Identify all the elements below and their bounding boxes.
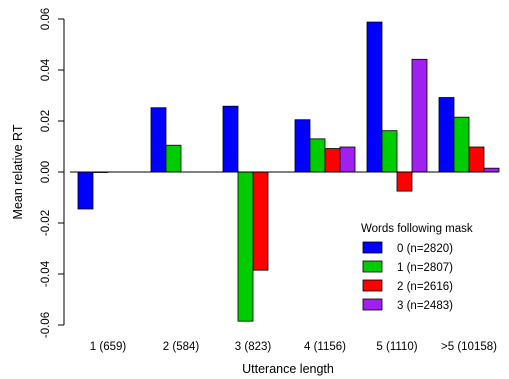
bar: [165, 144, 182, 173]
bar: [483, 167, 500, 173]
y-tick-label: 0.02: [40, 110, 52, 132]
x-axis-tick-labels: 1 (659) 2 (584) 3 (823) 4 (1156) 5 (1110) >5 …: [90, 341, 497, 353]
x-tick-label: 4 (1156): [304, 341, 346, 353]
legend-swatch: [362, 241, 383, 254]
bar: [309, 138, 326, 173]
y-tick-label: 0.00: [40, 161, 52, 183]
y-tick-label: -0.02: [40, 210, 52, 236]
x-tick-label: 1 (659): [90, 341, 127, 353]
bar: [77, 171, 94, 210]
y-axis-title: Mean relative RT: [11, 124, 25, 219]
bar: [381, 130, 398, 173]
legend-swatch: [362, 260, 383, 273]
x-tick-label: 5 (1110): [376, 341, 417, 353]
x-tick-label: >5 (10158): [441, 341, 497, 353]
y-tick-label: -0.06: [40, 312, 52, 338]
bar: [324, 148, 341, 173]
bar: [339, 146, 356, 173]
bar: [252, 171, 269, 271]
bar: [150, 107, 167, 173]
legend-swatch: [362, 298, 383, 311]
legend-swatch: [362, 279, 383, 292]
legend-label: 0 (n=2820): [397, 243, 453, 255]
bar: [468, 146, 485, 173]
bar: [222, 105, 239, 173]
legend-label: 1 (n=2807): [397, 262, 453, 274]
bar: [438, 97, 455, 173]
bar: [366, 21, 383, 173]
legend-label: 2 (n=2616): [397, 281, 453, 293]
bar: [237, 171, 254, 322]
y-tick-label: 0.04: [40, 58, 52, 81]
x-axis-title: Utterance length: [242, 362, 334, 376]
y-tick-label: 0.06: [40, 8, 52, 30]
x-tick-label: 3 (823): [235, 341, 272, 353]
y-axis: -0.06 -0.04 -0.02 0.00 0.02 0.04 0.06: [40, 8, 65, 338]
bar: [294, 119, 311, 173]
bar: [453, 116, 470, 173]
x-tick-label: 2 (584): [163, 341, 200, 353]
bar: [411, 58, 428, 173]
bar: [396, 171, 413, 192]
legend-label: 3 (n=2483): [397, 300, 453, 312]
y-tick-label: -0.04: [40, 260, 52, 287]
legend-title: Words following mask: [361, 223, 473, 235]
legend: Words following mask 0 (n=2820) 1 (n=2807…: [361, 223, 473, 312]
